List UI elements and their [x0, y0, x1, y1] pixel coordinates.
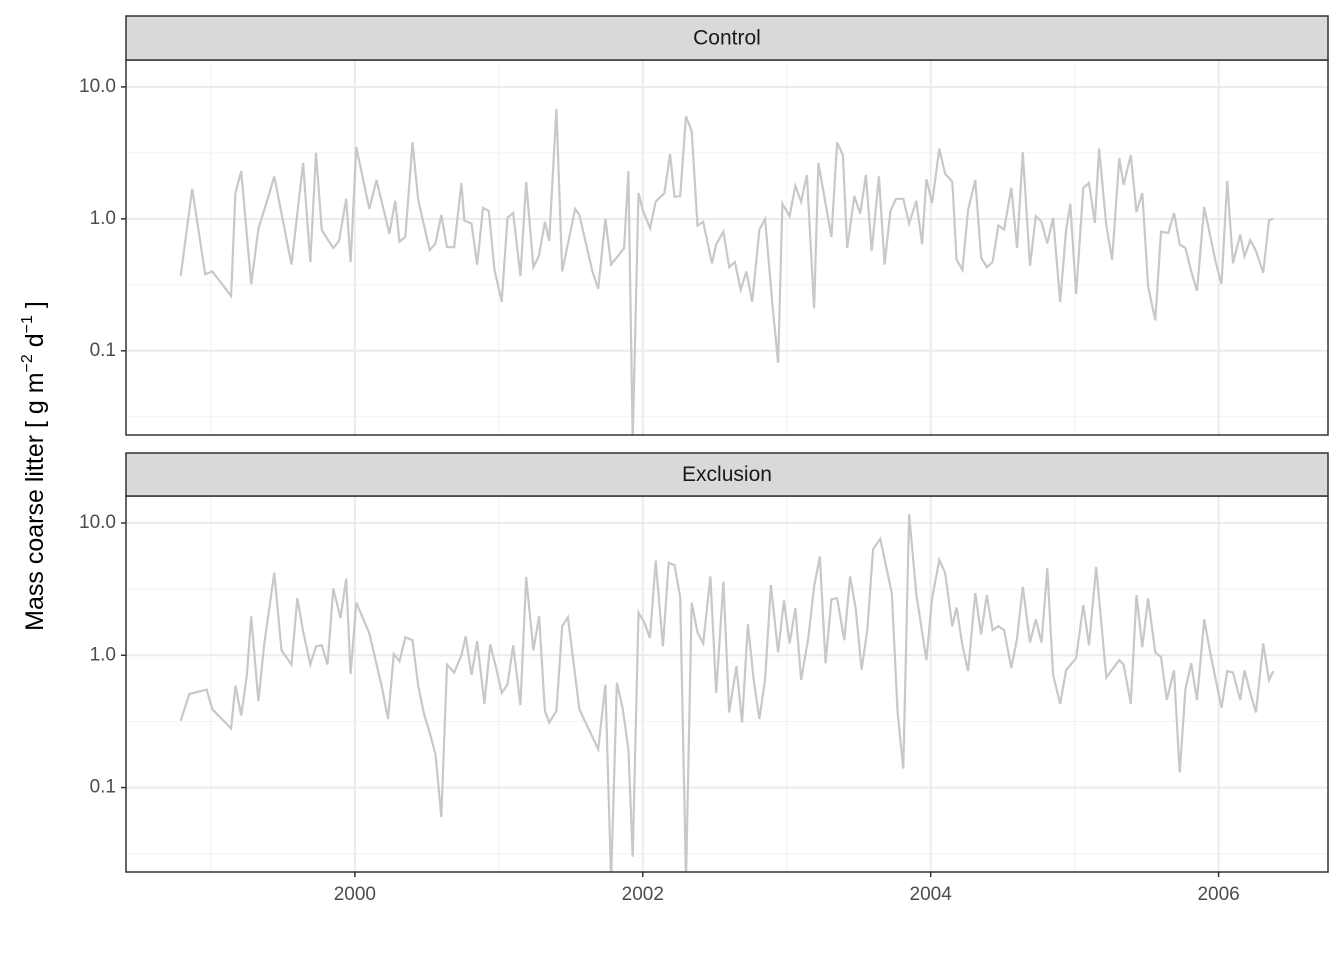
strip: [125, 452, 1329, 497]
y-tick-label: 10.0: [79, 76, 116, 97]
y-axis-title-part: Mass coarse litter [ g m: [21, 372, 49, 630]
y-axis-title-part: −2: [19, 354, 36, 372]
strip-label: Exclusion: [682, 463, 772, 486]
y-tick-label: 0.1: [90, 777, 116, 798]
x-tick-label: 2006: [1197, 884, 1239, 905]
series-line: [179, 108, 1274, 435]
y-tick-label: 1.0: [90, 644, 116, 665]
y-axis-title-part: ]: [21, 301, 49, 315]
y-tick-label: 0.1: [90, 340, 116, 361]
y-axis-title: Mass coarse litter [ g m−2 d−1 ]: [19, 301, 49, 631]
y-tick-label: 1.0: [90, 208, 116, 229]
x-tick-label: 2000: [334, 884, 376, 905]
strip-label: Control: [693, 27, 761, 50]
y-tick-label: 10.0: [79, 512, 116, 533]
strip: [125, 15, 1329, 61]
x-tick-label: 2002: [622, 884, 664, 905]
y-axis-title-part: −1: [19, 315, 36, 333]
series-line: [179, 513, 1275, 872]
y-axis-title-part: d: [21, 333, 49, 354]
x-tick-label: 2004: [910, 884, 953, 905]
